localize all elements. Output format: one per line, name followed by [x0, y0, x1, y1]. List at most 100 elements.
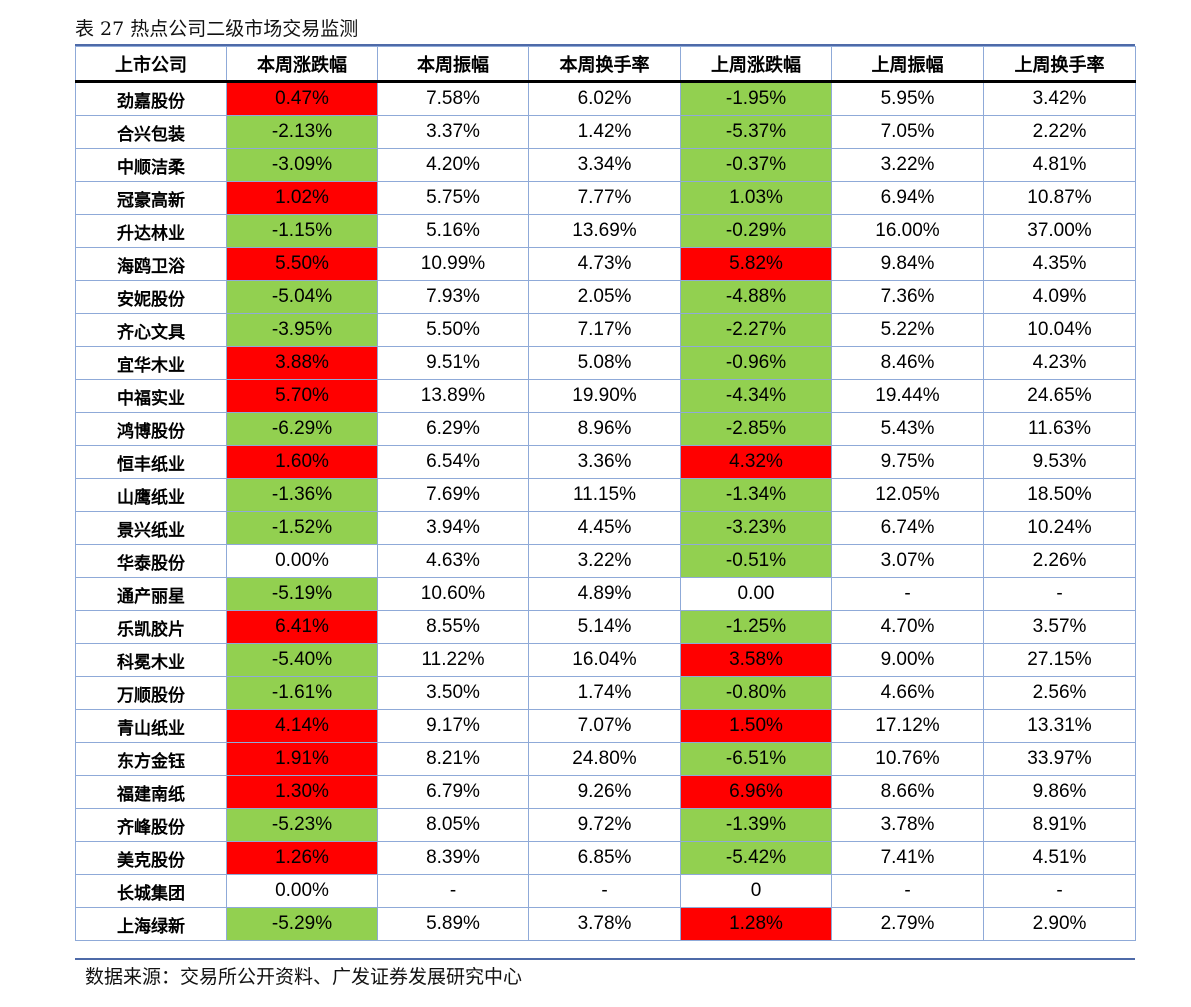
column-header: 上周振幅 — [831, 46, 984, 83]
top-rule — [75, 44, 1135, 46]
table-row: 景兴纸业 -1.52% 3.94% 4.45% -3.23% 6.74% 10.24% — [75, 511, 1136, 545]
this-week-change-cell: 1.26% — [226, 841, 378, 875]
this-week-change-cell: -1.36% — [226, 478, 378, 512]
company-name-cell: 齐峰股份 — [75, 808, 227, 842]
this-week-amplitude-cell: 9.17% — [377, 709, 529, 743]
table-row: 通产丽星 -5.19% 10.60% 4.89% 0.00- - — [75, 577, 1136, 611]
this-week-change-cell: -1.52% — [226, 511, 378, 545]
this-week-turnover-cell: 5.08% — [528, 346, 681, 380]
column-header: 上市公司 — [75, 46, 227, 83]
last-week-change-cell: 0.00 — [680, 577, 832, 611]
table-row: 合兴包装 -2.13% 3.37% 1.42% -5.37% 7.05% 2.22% — [75, 115, 1136, 149]
last-week-amplitude-cell: 4.70% — [831, 610, 984, 644]
last-week-amplitude-cell: 2.79% — [831, 907, 984, 941]
last-week-turnover-cell: - — [983, 874, 1136, 908]
source-note: 数据来源：交易所公开资料、广发证券发展研究中心 — [85, 966, 523, 988]
table-row: 宜华木业 3.88% 9.51% 5.08% -0.96% 8.46% 4.23% — [75, 346, 1136, 380]
column-header: 本周涨跌幅 — [226, 46, 378, 83]
last-week-change-cell: -0.29% — [680, 214, 832, 248]
this-week-amplitude-cell: 11.22% — [377, 643, 529, 677]
last-week-change-cell: -0.51% — [680, 544, 832, 578]
table-body: 劲嘉股份 0.47% 7.58% 6.02% -1.95% 5.95% 3.42% 合兴包装 -… — [75, 81, 1136, 941]
table-row: 福建南纸 1.30% 6.79% 9.26% 6.96% 8.66% 9.86% — [75, 775, 1136, 809]
company-name-cell: 安妮股份 — [75, 280, 227, 314]
table-row: 东方金钰 1.91% 8.21% 24.80% -6.51% 10.76% 33.97% — [75, 742, 1136, 776]
last-week-amplitude-cell: 8.46% — [831, 346, 984, 380]
last-week-turnover-cell: 33.97% — [983, 742, 1136, 776]
this-week-amplitude-cell: 4.63% — [377, 544, 529, 578]
last-week-change-cell: -2.85% — [680, 412, 832, 446]
this-week-amplitude-cell: 6.29% — [377, 412, 529, 446]
last-week-amplitude-cell: 10.76% — [831, 742, 984, 776]
this-week-amplitude-cell: 9.51% — [377, 346, 529, 380]
this-week-turnover-cell: - — [528, 874, 681, 908]
last-week-change-cell: -0.96% — [680, 346, 832, 380]
company-name-cell: 海鸥卫浴 — [75, 247, 227, 281]
this-week-change-cell: 1.02% — [226, 181, 378, 215]
last-week-amplitude-cell: 7.36% — [831, 280, 984, 314]
table-row: 中福实业 5.70% 13.89% 19.90% -4.34% 19.44% 24.65% — [75, 379, 1136, 413]
this-week-change-cell: -5.19% — [226, 577, 378, 611]
last-week-amplitude-cell: 4.66% — [831, 676, 984, 710]
company-name-cell: 恒丰纸业 — [75, 445, 227, 479]
this-week-turnover-cell: 2.05% — [528, 280, 681, 314]
last-week-amplitude-cell: - — [831, 577, 984, 611]
last-week-change-cell: -5.37% — [680, 115, 832, 149]
this-week-amplitude-cell: 10.99% — [377, 247, 529, 281]
this-week-change-cell: 1.60% — [226, 445, 378, 479]
table-row: 中顺洁柔 -3.09% 4.20% 3.34% -0.37% 3.22% 4.81% — [75, 148, 1136, 182]
table-row: 恒丰纸业 1.60% 6.54% 3.36% 4.32% 9.75% 9.53% — [75, 445, 1136, 479]
this-week-change-cell: -1.15% — [226, 214, 378, 248]
last-week-turnover-cell: 24.65% — [983, 379, 1136, 413]
company-name-cell: 中福实业 — [75, 379, 227, 413]
this-week-amplitude-cell: 4.20% — [377, 148, 529, 182]
last-week-change-cell: -4.34% — [680, 379, 832, 413]
last-week-amplitude-cell: 5.22% — [831, 313, 984, 347]
last-week-change-cell: 1.03% — [680, 181, 832, 215]
last-week-turnover-cell: 37.00% — [983, 214, 1136, 248]
last-week-amplitude-cell: 6.74% — [831, 511, 984, 545]
company-name-cell: 鸿博股份 — [75, 412, 227, 446]
this-week-change-cell: -5.40% — [226, 643, 378, 677]
last-week-turnover-cell: 4.81% — [983, 148, 1136, 182]
company-name-cell: 长城集团 — [75, 874, 227, 908]
last-week-change-cell: -1.39% — [680, 808, 832, 842]
this-week-amplitude-cell: 13.89% — [377, 379, 529, 413]
this-week-change-cell: 3.88% — [226, 346, 378, 380]
last-week-turnover-cell: 3.57% — [983, 610, 1136, 644]
this-week-turnover-cell: 6.02% — [528, 81, 681, 116]
column-header: 上周换手率 — [983, 46, 1136, 83]
last-week-turnover-cell: 10.04% — [983, 313, 1136, 347]
last-week-amplitude-cell: 8.66% — [831, 775, 984, 809]
company-name-cell: 乐凯胶片 — [75, 610, 227, 644]
last-week-amplitude-cell: 9.75% — [831, 445, 984, 479]
this-week-change-cell: 4.14% — [226, 709, 378, 743]
company-name-cell: 青山纸业 — [75, 709, 227, 743]
this-week-turnover-cell: 3.78% — [528, 907, 681, 941]
last-week-amplitude-cell: 19.44% — [831, 379, 984, 413]
company-name-cell: 美克股份 — [75, 841, 227, 875]
this-week-amplitude-cell: 6.54% — [377, 445, 529, 479]
last-week-turnover-cell: 10.24% — [983, 511, 1136, 545]
last-week-change-cell: 5.82% — [680, 247, 832, 281]
table-row: 海鸥卫浴 5.50% 10.99% 4.73% 5.82% 9.84% 4.35% — [75, 247, 1136, 281]
table-row: 上海绿新 -5.29% 5.89% 3.78% 1.28% 2.79% 2.90% — [75, 907, 1136, 941]
company-name-cell: 东方金钰 — [75, 742, 227, 776]
company-name-cell: 宜华木业 — [75, 346, 227, 380]
this-week-amplitude-cell: 10.60% — [377, 577, 529, 611]
this-week-amplitude-cell: 5.75% — [377, 181, 529, 215]
this-week-change-cell: -3.95% — [226, 313, 378, 347]
this-week-turnover-cell: 5.14% — [528, 610, 681, 644]
last-week-amplitude-cell: 3.07% — [831, 544, 984, 578]
table-row: 冠豪高新 1.02% 5.75% 7.77% 1.03% 6.94% 10.87% — [75, 181, 1136, 215]
last-week-change-cell: 1.28% — [680, 907, 832, 941]
company-name-cell: 冠豪高新 — [75, 181, 227, 215]
this-week-change-cell: -2.13% — [226, 115, 378, 149]
last-week-turnover-cell: 11.63% — [983, 412, 1136, 446]
this-week-amplitude-cell: - — [377, 874, 529, 908]
this-week-amplitude-cell: 8.55% — [377, 610, 529, 644]
company-name-cell: 通产丽星 — [75, 577, 227, 611]
this-week-turnover-cell: 3.36% — [528, 445, 681, 479]
this-week-change-cell: -3.09% — [226, 148, 378, 182]
last-week-turnover-cell: 9.53% — [983, 445, 1136, 479]
